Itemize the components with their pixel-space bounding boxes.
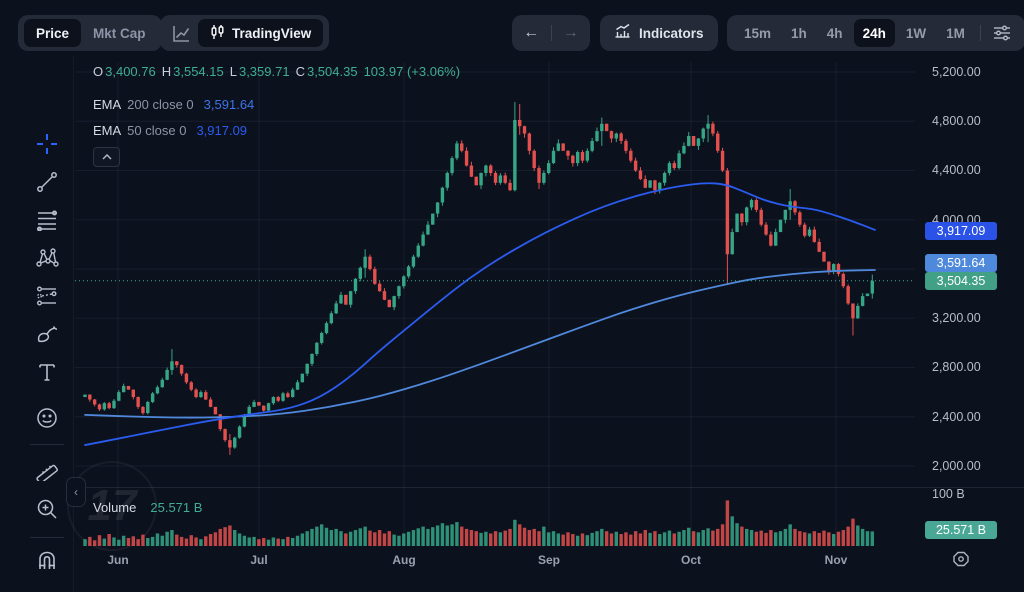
y-tick: 2,000.00 [932, 459, 981, 473]
xabcd-pattern-tool-icon[interactable] [29, 240, 65, 276]
token-watermark: 17 [67, 461, 157, 551]
y-tick: 3,200.00 [932, 311, 981, 325]
low-label: L [229, 64, 237, 79]
text-tool-icon[interactable] [29, 354, 65, 390]
ruler-tool-icon[interactable] [29, 451, 65, 487]
tradingview-label: TradingView [232, 25, 312, 41]
y-tick: 5,200.00 [932, 65, 981, 79]
month-label: Oct [680, 553, 702, 567]
top-toolbar: Price Mkt Cap TradingView ← [0, 0, 1024, 56]
ema50-name: EMA [93, 123, 122, 138]
ema50-legend[interactable]: EMA 50 close 0 3,917.09 [93, 123, 247, 138]
brush-tool-icon[interactable] [29, 316, 65, 352]
drawing-tools-sidebar [0, 56, 74, 592]
ema200-name: EMA [93, 97, 122, 112]
open-label: O [93, 64, 104, 79]
volume-legend: Volume 25.571 B [93, 500, 202, 515]
pane-divider[interactable] [75, 487, 1024, 488]
tf-4h[interactable]: 4h [818, 19, 852, 47]
high-label: H [161, 64, 172, 79]
indicators-icon [614, 23, 631, 43]
zoom-in-tool-icon[interactable] [29, 491, 65, 527]
y-tick: 4,400.00 [932, 163, 981, 177]
drawing-lock-tool-icon[interactable] [29, 582, 65, 592]
back-arrow-button[interactable]: ← [518, 24, 545, 42]
forward-arrow-button[interactable]: → [557, 24, 584, 42]
ema200-params: 200 close 0 [127, 97, 194, 112]
indicators-label: Indicators [639, 25, 704, 41]
y-tick: 4,800.00 [932, 114, 981, 128]
volume-value: 25.571 B [150, 500, 203, 515]
timeframe-divider [979, 25, 981, 41]
change-value: 103.97 (+3.06%) [363, 64, 461, 79]
time-axis[interactable]: Jun Jul Aug Sep Oct Nov [75, 548, 915, 574]
tf-1w[interactable]: 1W [897, 19, 935, 47]
month-label: Nov [824, 553, 848, 567]
month-label: Jul [250, 553, 268, 567]
low-value: 3,359.71 [238, 64, 290, 79]
sidebar-divider [30, 444, 64, 445]
volume-scale-label: 100 B [932, 487, 965, 501]
crosshair-tool-icon[interactable] [29, 126, 65, 162]
high-value: 3,554.15 [173, 64, 224, 79]
tradingview-tab[interactable]: TradingView [198, 19, 324, 47]
ema200-value: 3,591.64 [203, 97, 255, 112]
timeframe-group: 15m 1h 4h 24h 1W 1M [727, 15, 1024, 51]
sidebar-divider [30, 537, 64, 538]
candlestick-chart[interactable] [75, 62, 915, 548]
month-label: Jun [107, 553, 129, 567]
volume-tag: 25.571 B [925, 521, 997, 539]
volume-label: Volume [93, 500, 137, 515]
price-tab[interactable]: Price [24, 19, 82, 47]
ema50-params: 50 close 0 [127, 123, 187, 138]
ema50-value: 3,917.09 [196, 123, 248, 138]
ema50-price-tag: 3,917.09 [925, 222, 997, 240]
month-label: Aug [392, 553, 416, 567]
y-tick: 2,800.00 [932, 360, 981, 374]
mktcap-tab[interactable]: Mkt Cap [83, 19, 156, 47]
tf-24h[interactable]: 24h [853, 19, 895, 47]
tf-1h[interactable]: 1h [782, 19, 816, 47]
price-axis[interactable]: 5,200.00 4,800.00 4,400.00 4,000.00 3,60… [915, 56, 1024, 592]
price-mktcap-toggle: Price Mkt Cap [18, 15, 162, 51]
projection-tool-icon[interactable] [29, 278, 65, 314]
timeframe-settings-icon[interactable] [987, 19, 1017, 47]
month-label: Sep [537, 553, 561, 567]
sidebar-collapse-chevron[interactable]: ‹ [66, 477, 86, 507]
emoji-tool-icon[interactable] [29, 400, 65, 436]
indicators-button[interactable]: Indicators [600, 15, 718, 51]
tf-15m[interactable]: 15m [735, 19, 780, 47]
axis-settings-gear-icon[interactable] [947, 548, 975, 570]
ohlc-legend: O 3,400.76 H 3,554.15 L 3,359.71 C 3,504.35 … [93, 64, 460, 79]
ema200-price-tag: 3,591.64 [925, 254, 997, 272]
fib-retracement-tool-icon[interactable] [29, 202, 65, 238]
chart-type-toggle: TradingView [160, 15, 330, 51]
y-tick: 2,400.00 [932, 410, 981, 424]
close-value: 3,504.35 [306, 64, 358, 79]
line-chart-icon[interactable] [166, 19, 196, 47]
candlestick-icon [210, 24, 225, 43]
open-value: 3,400.76 [105, 64, 156, 79]
nav-divider [550, 25, 552, 41]
last-price-tag: 3,504.35 [925, 272, 997, 290]
trend-line-tool-icon[interactable] [29, 164, 65, 200]
ema200-legend[interactable]: EMA 200 close 0 3,591.64 [93, 97, 254, 112]
tf-1m[interactable]: 1M [937, 19, 974, 47]
legend-collapse-button[interactable] [93, 147, 120, 167]
history-nav: ← → [512, 15, 590, 51]
close-label: C [295, 64, 305, 79]
magnet-tool-icon[interactable] [29, 543, 65, 579]
